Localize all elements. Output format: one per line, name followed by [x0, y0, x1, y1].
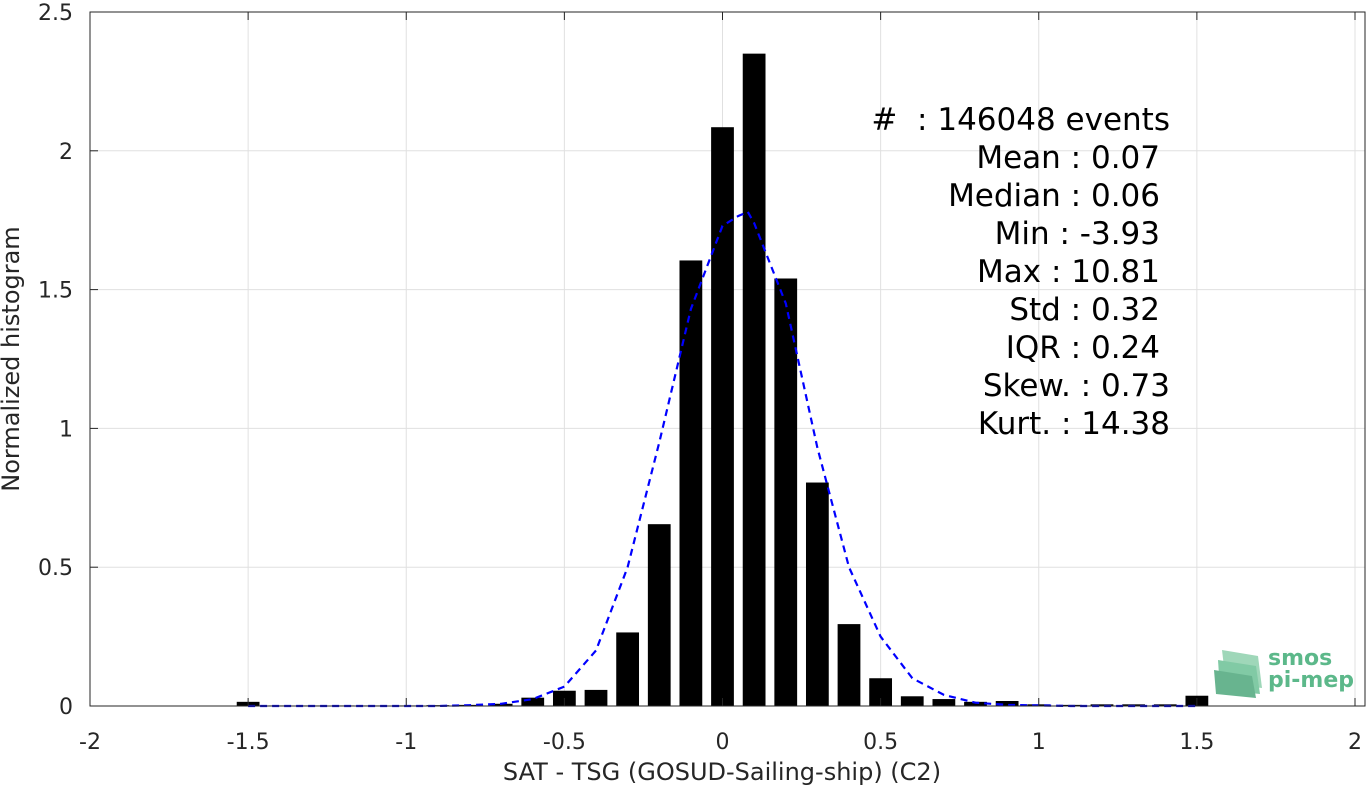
- stat-kurt: Kurt. : 14.38: [978, 406, 1170, 442]
- histogram-bar: [521, 697, 545, 706]
- y-tick-label: 2.5: [38, 1, 73, 26]
- histogram-bar: [995, 701, 1019, 706]
- logo-text-smos: smos: [1268, 646, 1332, 671]
- x-tick-label: 0: [716, 730, 730, 755]
- statistics-annotation: # : 146048 events Mean : 0.07 Median : 0…: [871, 102, 1170, 442]
- stat-median: Median : 0.06: [948, 178, 1160, 214]
- x-tick-label: 0.5: [863, 730, 898, 755]
- x-axis-ticks: -2 -1.5 -1 -0.5 0 0.5 1 1.5 2: [79, 12, 1362, 755]
- stat-max: Max : 10.81: [977, 254, 1160, 290]
- histogram-bar: [647, 524, 671, 706]
- histogram-bar: [900, 696, 924, 706]
- y-tick-label: 2: [59, 140, 73, 165]
- histogram-bar: [774, 278, 798, 706]
- stat-mean: Mean : 0.07: [976, 140, 1160, 176]
- x-tick-label: 2: [1348, 730, 1362, 755]
- logo-text-pimep: pi-mep: [1268, 668, 1354, 693]
- histogram-bar: [616, 632, 640, 706]
- histogram-bar: [837, 624, 861, 706]
- histogram-bar: [679, 260, 703, 706]
- stat-std: Std : 0.32: [1009, 292, 1160, 328]
- stat-events: # : 146048 events: [871, 102, 1170, 138]
- histogram-bar: [964, 701, 987, 706]
- y-tick-label: 0: [59, 695, 73, 720]
- histogram-bar: [742, 53, 766, 706]
- x-axis-label: SAT - TSG (GOSUD-Sailing-ship) (C2): [503, 758, 941, 786]
- y-tick-label: 1: [59, 417, 73, 442]
- y-tick-label: 1.5: [38, 279, 73, 304]
- stat-skew: Skew. : 0.73: [983, 368, 1170, 404]
- y-tick-label: 0.5: [38, 556, 73, 581]
- x-tick-label: -1: [395, 730, 417, 755]
- histogram-bar: [805, 482, 829, 706]
- stat-min: Min : -3.93: [995, 216, 1160, 252]
- x-tick-label: 1: [1032, 730, 1046, 755]
- logo-wave-icon: [1214, 650, 1262, 698]
- histogram-bar: [1090, 704, 1114, 706]
- plot-frame: [89, 11, 1366, 707]
- y-axis-ticks: 0 0.5 1 1.5 2 2.5: [38, 1, 98, 720]
- x-tick-label: -0.5: [543, 730, 586, 755]
- x-tick-label: -2: [79, 730, 101, 755]
- histogram-bar: [711, 127, 734, 707]
- stat-iqr: IQR : 0.24: [1006, 330, 1160, 366]
- x-tick-label: -1.5: [227, 730, 270, 755]
- histogram-bar: [932, 699, 956, 706]
- x-tick-label: 1.5: [1179, 730, 1214, 755]
- histogram-bar: [584, 689, 608, 706]
- smos-pimep-logo: smos pi-mep: [1214, 646, 1354, 698]
- y-axis-label: Normalized histogram: [0, 226, 25, 491]
- histogram-bar: [869, 678, 893, 706]
